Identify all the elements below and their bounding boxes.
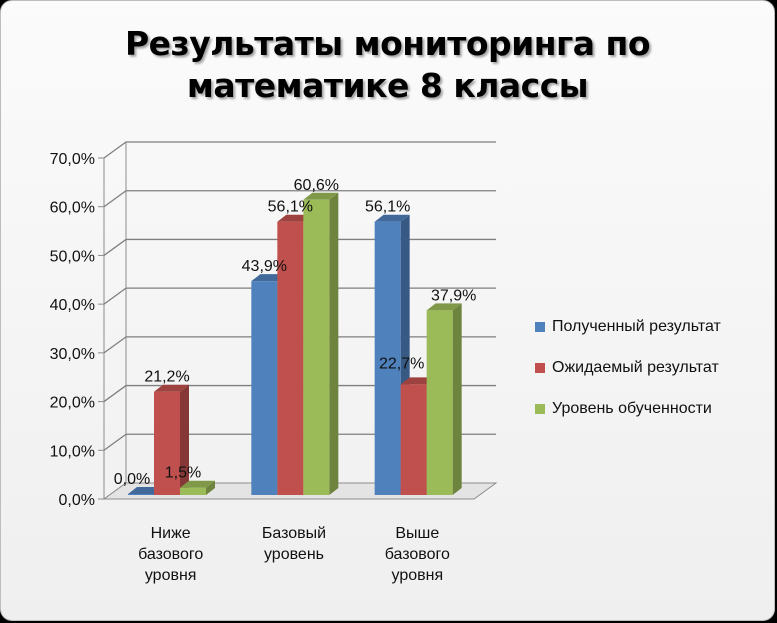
data-label: 43,9% bbox=[242, 258, 287, 275]
y-tick-label: 70,0% bbox=[50, 151, 95, 168]
data-label: 22,7% bbox=[379, 355, 424, 372]
data-label: 37,9% bbox=[431, 287, 476, 304]
data-label: 56,1% bbox=[365, 199, 410, 216]
y-tick-label: 40,0% bbox=[50, 297, 95, 314]
y-tick-label: 20,0% bbox=[50, 395, 95, 412]
legend-swatch bbox=[535, 363, 545, 373]
legend-swatch bbox=[535, 322, 545, 332]
bar bbox=[180, 480, 215, 495]
y-tick-label: 0,0% bbox=[59, 492, 95, 509]
data-label: 60,6% bbox=[294, 177, 339, 194]
data-label: 21,2% bbox=[144, 369, 189, 386]
x-tick-label: Базовый уровень bbox=[262, 525, 326, 563]
legend-item: Полученный результат bbox=[535, 317, 721, 337]
gridline bbox=[103, 141, 496, 159]
legend-label: Уровень обученности bbox=[552, 400, 712, 417]
legend-swatch bbox=[535, 404, 545, 414]
gridline bbox=[103, 287, 496, 305]
y-tick-label: 30,0% bbox=[50, 346, 95, 363]
gridline bbox=[103, 190, 496, 208]
gridline bbox=[103, 238, 496, 256]
x-tick-label: Выше базового уровня bbox=[385, 525, 450, 584]
x-tick-label: Ниже базового уровня bbox=[138, 525, 203, 584]
chart-title: Результаты мониторинга по математике 8 к… bbox=[124, 24, 651, 105]
y-tick-label: 10,0% bbox=[50, 443, 95, 460]
bar bbox=[303, 192, 339, 495]
data-label: 0,0% bbox=[114, 471, 150, 488]
legend-item: Уровень обученности bbox=[535, 399, 721, 419]
bar bbox=[154, 384, 189, 495]
data-label: 56,1% bbox=[268, 199, 313, 216]
gridline bbox=[103, 384, 496, 403]
data-label: 1,5% bbox=[165, 465, 201, 482]
gridline bbox=[103, 433, 496, 451]
legend-label: Ожидаемый результат bbox=[552, 359, 719, 376]
y-tick-label: 60,0% bbox=[50, 200, 95, 217]
bar bbox=[426, 303, 462, 495]
legend-item: Ожидаемый результат bbox=[535, 358, 721, 378]
gridline bbox=[103, 336, 496, 354]
y-tick-label: 50,0% bbox=[50, 248, 95, 265]
chart-legend: Полученный результат Ожидаемый результат У… bbox=[535, 317, 721, 440]
legend-label: Полученный результат bbox=[552, 318, 721, 335]
